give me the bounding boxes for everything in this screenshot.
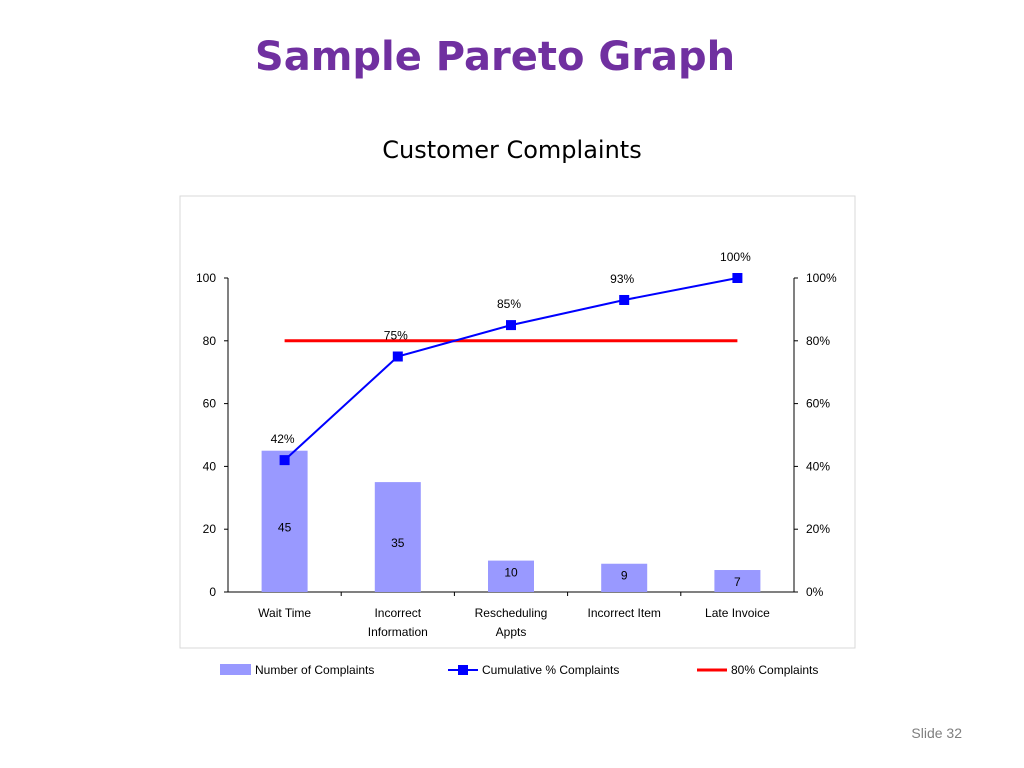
- y-tick-label: 0: [209, 585, 216, 599]
- legend-threshold-label: 80% Complaints: [731, 663, 818, 677]
- bar: [488, 560, 534, 592]
- y2-tick-label: 0%: [806, 585, 824, 599]
- y-tick-label: 80: [203, 334, 217, 348]
- cumulative-data-label: 85%: [497, 297, 521, 311]
- legend-bar-label: Number of Complaints: [255, 663, 374, 677]
- x-tick-label: Rescheduling: [475, 606, 548, 620]
- y2-tick-label: 100%: [806, 271, 837, 285]
- y-tick-label: 100: [196, 271, 216, 285]
- bar-data-label: 10: [504, 566, 518, 580]
- legend-cumulative-marker: [458, 665, 468, 675]
- cumulative-data-label: 75%: [384, 329, 408, 343]
- cumulative-marker: [392, 351, 403, 362]
- x-tick-label: Information: [368, 625, 428, 639]
- y2-tick-label: 80%: [806, 334, 830, 348]
- y2-tick-label: 40%: [806, 459, 830, 473]
- x-tick-label: Appts: [496, 625, 527, 639]
- legend-cumulative-label: Cumulative % Complaints: [482, 663, 619, 677]
- bar-data-label: 45: [278, 520, 292, 534]
- x-tick-label: Incorrect Item: [588, 606, 661, 620]
- x-tick-label: Late Invoice: [705, 606, 770, 620]
- cumulative-data-label: 100%: [720, 250, 751, 264]
- x-tick-label: Wait Time: [258, 606, 311, 620]
- legend: Number of Complaints Cumulative % Complai…: [220, 663, 818, 677]
- y-tick-label: 60: [203, 397, 217, 411]
- cumulative-line-group: [279, 273, 743, 466]
- cumulative-marker: [732, 273, 743, 283]
- bar: [374, 482, 421, 592]
- bar: [714, 570, 761, 592]
- cumulative-data-label: 93%: [610, 272, 634, 286]
- chart-title: Customer Complaints: [382, 136, 642, 164]
- y2-tick-label: 20%: [806, 522, 830, 536]
- y2-tick-label: 60%: [806, 397, 830, 411]
- y-tick-label: 40: [203, 459, 217, 473]
- cumulative-marker: [279, 455, 290, 466]
- cumulative-data-label: 42%: [271, 432, 295, 446]
- bar-data-label: 9: [621, 569, 628, 583]
- bars: [261, 450, 761, 592]
- bar: [601, 563, 648, 592]
- bar-data-label: 7: [734, 575, 741, 589]
- bar-data-label: 35: [391, 536, 405, 550]
- data-labels: 45 35 10 9 7 42% 75% 85% 93% 100%: [271, 250, 751, 589]
- legend-bar-swatch: [220, 664, 251, 675]
- axes: 0 20 40 60 80 100 0% 20% 40% 60% 80% 100% Wait Time I…: [196, 271, 837, 639]
- cumulative-marker: [619, 294, 630, 305]
- slide-title: Sample Pareto Graph: [254, 34, 736, 80]
- y-tick-label: 20: [203, 522, 217, 536]
- cumulative-marker: [506, 320, 516, 331]
- slide-number: Slide 32: [911, 725, 962, 741]
- bar: [261, 450, 308, 592]
- x-tick-label: Incorrect: [374, 606, 421, 620]
